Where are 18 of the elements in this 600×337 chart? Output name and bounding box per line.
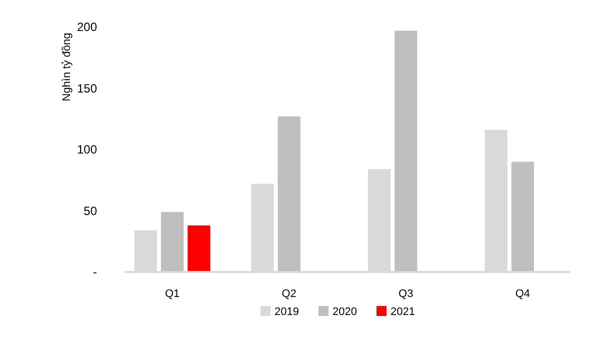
y-tick-label: 100: [76, 142, 98, 157]
legend-label: 2020: [332, 306, 357, 318]
x-tick-label: Q2: [282, 288, 296, 300]
bar: [394, 30, 418, 272]
y-tick-label: 50: [84, 204, 98, 218]
y-axis-title: Nghìn tỷ đồng: [61, 32, 73, 102]
bar: [188, 225, 210, 272]
y-tick-label: 150: [76, 81, 98, 96]
x-tick-label: Q3: [398, 288, 414, 300]
y-tick-label: 200: [76, 20, 98, 34]
x-tick-label: Q4: [515, 288, 530, 300]
legend-label: 2021: [390, 306, 415, 318]
bar: [160, 212, 184, 272]
bar: [278, 116, 300, 272]
y-tick-label: -: [93, 265, 97, 280]
bar: [511, 162, 534, 272]
x-tick-label: Q1: [164, 288, 180, 300]
legend-label: 2019: [274, 306, 299, 318]
